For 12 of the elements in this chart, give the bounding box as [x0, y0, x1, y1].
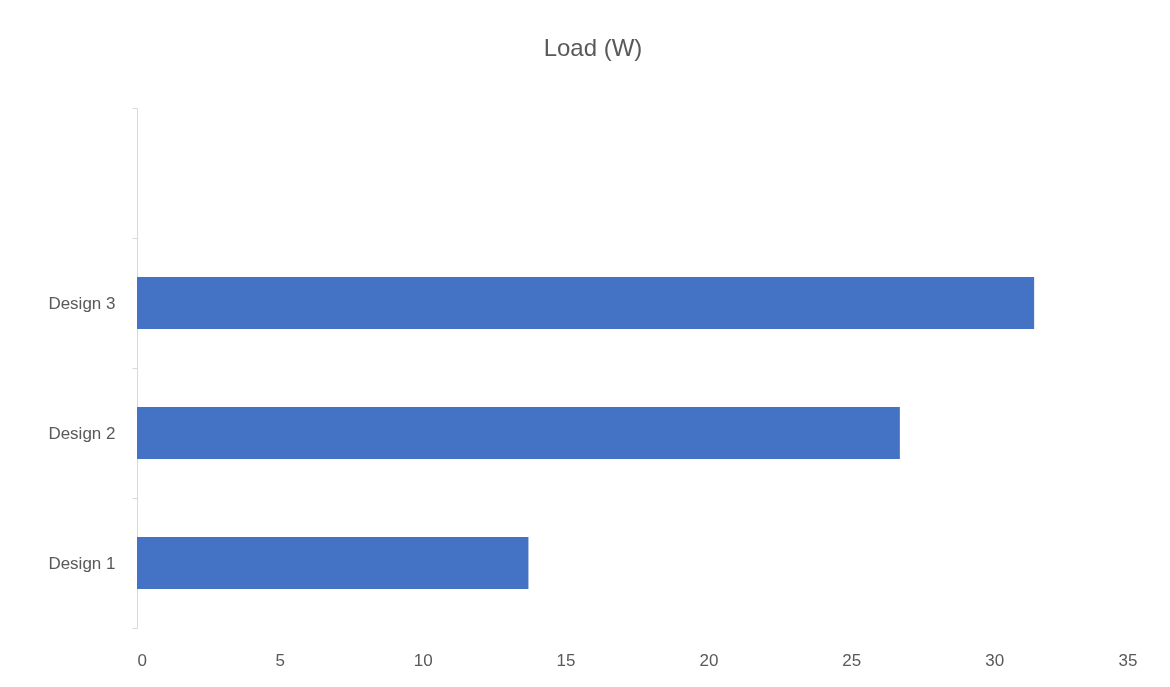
chart-title: Load (W)	[543, 34, 643, 61]
x-tick-label: 35	[1118, 650, 1138, 670]
y-tick-label: Design 1	[48, 553, 116, 573]
x-tick-label: 30	[985, 650, 1005, 670]
x-tick-label: 10	[413, 650, 433, 670]
x-tick-label: 20	[699, 650, 719, 670]
y-tick-label: Design 2	[48, 423, 116, 443]
x-tick-label: 25	[842, 650, 862, 670]
x-tick-label: 15	[556, 650, 576, 670]
x-tick-label: 0	[137, 650, 147, 670]
x-tick-label: 5	[275, 650, 286, 670]
y-tick-label: Design 3	[48, 293, 116, 313]
